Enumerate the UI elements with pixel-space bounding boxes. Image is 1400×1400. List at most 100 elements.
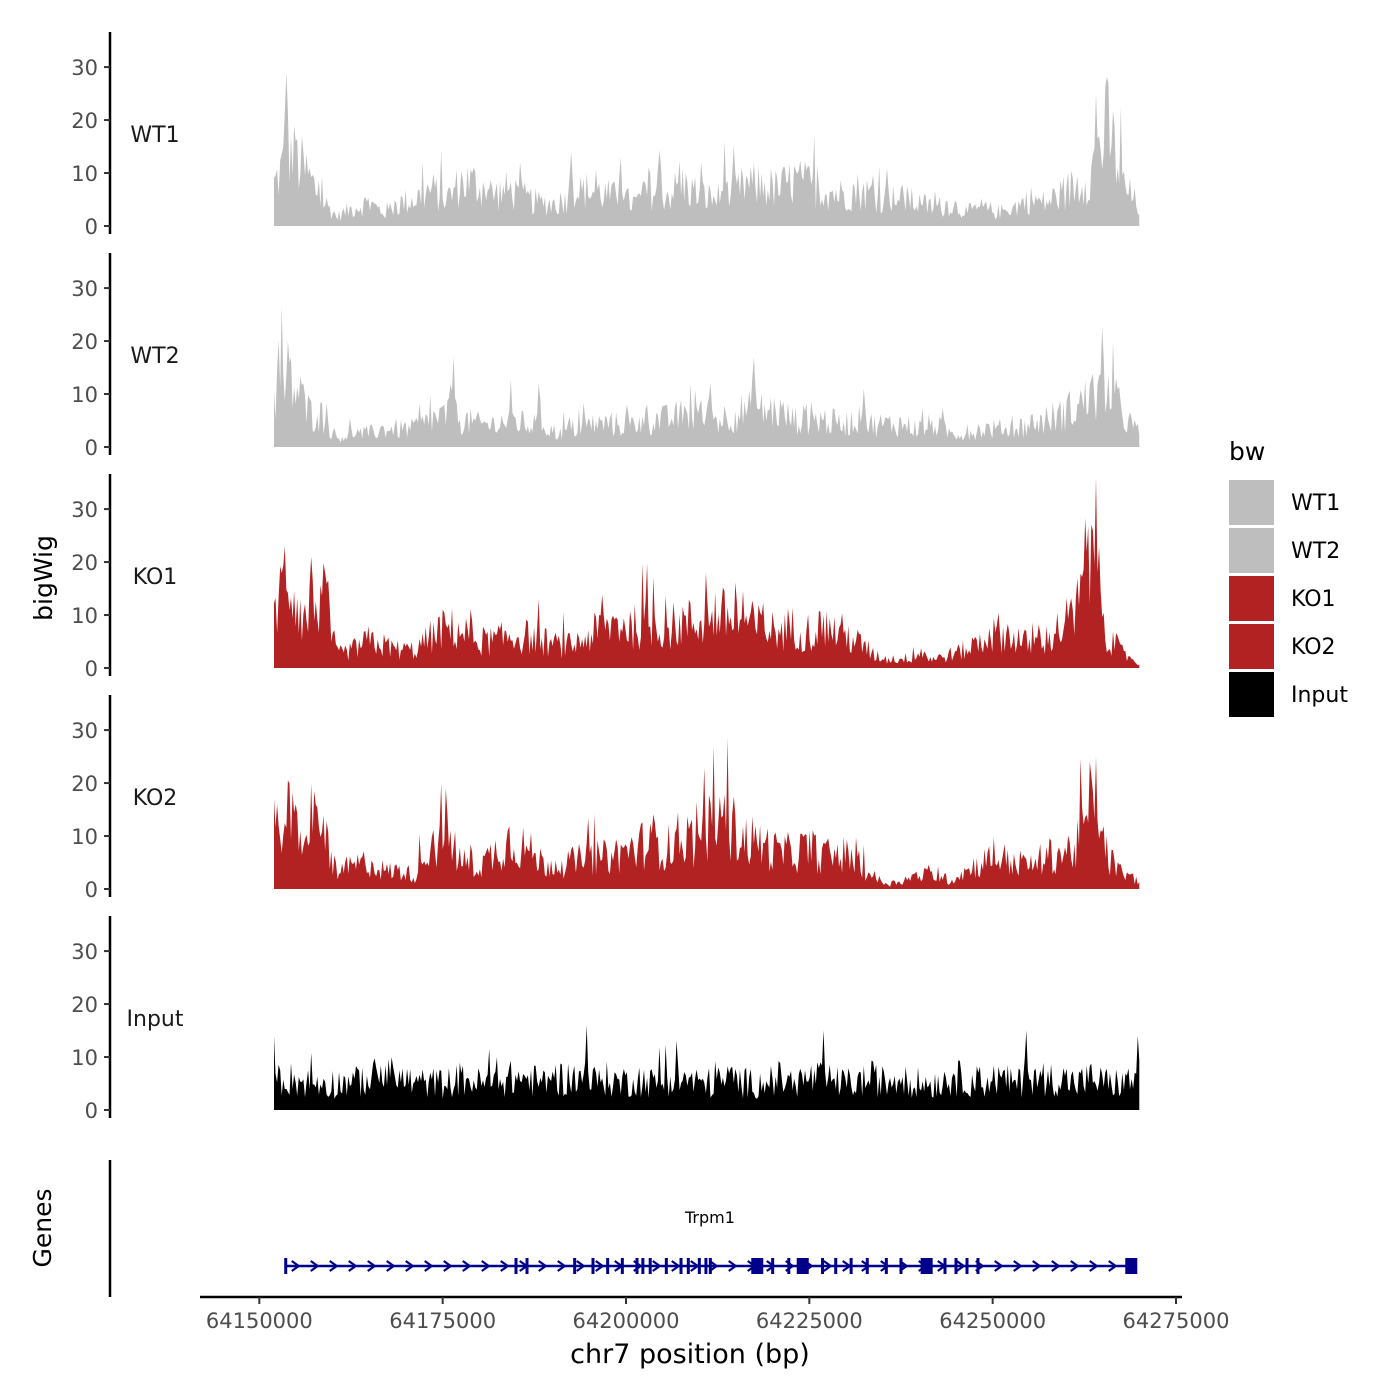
y-tick-label: 20 (71, 772, 98, 796)
gene-exon-block (796, 1258, 809, 1274)
strand-arrow (310, 1260, 320, 1272)
gene-exon (943, 1258, 947, 1274)
y-tick-label: 20 (71, 330, 98, 354)
y-axis-label: bigWig (29, 535, 58, 621)
strand-arrow (1070, 1260, 1080, 1272)
strand-arrow (500, 1260, 510, 1272)
x-tick-label: 64175000 (389, 1309, 496, 1333)
y-tick-label: 0 (85, 436, 98, 460)
gene-exon (849, 1258, 853, 1274)
gene-exon (954, 1258, 958, 1274)
legend-label-ko2: KO2 (1291, 635, 1336, 660)
gene-exon (697, 1258, 701, 1274)
strand-arrow (1032, 1260, 1042, 1272)
gene-exon (514, 1258, 518, 1274)
strand-arrow (956, 1260, 966, 1272)
y-tick-label: 0 (85, 657, 98, 681)
legend-label-wt1: WT1 (1291, 491, 1340, 516)
legend-swatch-ko1 (1229, 576, 1274, 621)
panel-label-ko2: KO2 (133, 786, 178, 811)
gene-exon (641, 1258, 645, 1274)
gene-exon (821, 1258, 825, 1274)
strand-arrow (595, 1260, 605, 1272)
gene-exon (525, 1258, 529, 1274)
panel-ko1: 0 10 20 30 KO1 (71, 474, 1140, 681)
gene-exon-block (751, 1258, 764, 1274)
gene-exon-block (1125, 1258, 1138, 1274)
panel-input: 0 10 20 30 Input (71, 916, 1140, 1123)
strand-arrow (576, 1260, 586, 1272)
gene-exon (865, 1258, 869, 1274)
gene-exon (965, 1258, 969, 1274)
strand-arrow (424, 1260, 434, 1272)
strand-arrow (1051, 1260, 1061, 1272)
gene-exon (884, 1258, 888, 1274)
panel-label-input: Input (127, 1007, 184, 1032)
legend-title: bw (1229, 437, 1265, 466)
y-tick-label: 0 (85, 215, 98, 239)
strand-arrow (291, 1260, 301, 1272)
strand-arrow (538, 1260, 548, 1272)
legend-swatch-wt2 (1229, 528, 1274, 573)
strand-arrow (1013, 1260, 1023, 1272)
gene-exon-block (920, 1258, 933, 1274)
y-tick-label: 20 (71, 993, 98, 1017)
y-tick-label: 10 (71, 162, 98, 186)
y-tick-label: 10 (71, 604, 98, 628)
coverage-area-wt2 (274, 306, 1140, 447)
x-axis: 64150000 64175000 64200000 64225000 64250000… (200, 1295, 1230, 1333)
coverage-panels: 0 10 20 30 WT1 0 10 20 30 WT2 0 10 20 30 KO1 0 10 20 30 KO2… (71, 32, 1140, 1123)
panel-wt2: 0 10 20 30 WT2 (71, 253, 1140, 460)
gene-exon (284, 1258, 288, 1274)
x-tick-label: 64150000 (206, 1309, 313, 1333)
strand-arrow (386, 1260, 396, 1272)
legend-swatch-ko2 (1229, 624, 1274, 669)
strand-arrow (652, 1260, 662, 1272)
strand-arrow (367, 1260, 377, 1272)
gene-exon (664, 1258, 668, 1274)
gene-exon (686, 1258, 690, 1274)
y-tick-label: 20 (71, 109, 98, 133)
genes-track: Genes Trpm1 (28, 1160, 1138, 1297)
panel-wt1: 0 10 20 30 WT1 (71, 32, 1140, 239)
strand-arrow (557, 1260, 567, 1272)
genes-track-label: Genes (28, 1188, 57, 1267)
legend-label-input: Input (1291, 683, 1348, 708)
coverage-area-input (274, 1025, 1140, 1110)
strand-arrow (481, 1260, 491, 1272)
x-axis-label: chr7 position (bp) (570, 1339, 810, 1370)
y-tick-label: 10 (71, 1046, 98, 1070)
strand-arrow (329, 1260, 339, 1272)
panel-label-ko1: KO1 (133, 565, 178, 590)
panel-ko2: 0 10 20 30 KO2 (71, 695, 1140, 902)
gene-exon (708, 1258, 712, 1274)
y-tick-label: 30 (71, 56, 98, 80)
gene-exon (648, 1258, 652, 1274)
y-tick-label: 20 (71, 551, 98, 575)
gene-name-label: Trpm1 (684, 1208, 735, 1227)
y-tick-label: 0 (85, 1099, 98, 1123)
x-tick-label: 64225000 (756, 1309, 863, 1333)
strand-arrow (671, 1260, 681, 1272)
gene-exon (679, 1258, 683, 1274)
strand-arrow (1089, 1260, 1099, 1272)
gene-exon (899, 1258, 903, 1274)
x-tick-label: 64275000 (1123, 1309, 1230, 1333)
y-tick-label: 0 (85, 878, 98, 902)
strand-arrow (690, 1260, 700, 1272)
legend-swatch-input (1229, 672, 1274, 717)
panel-label-wt2: WT2 (130, 344, 179, 369)
x-tick-label: 64250000 (939, 1309, 1046, 1333)
y-tick-label: 10 (71, 825, 98, 849)
strand-arrow (1108, 1260, 1118, 1272)
strand-arrow (462, 1260, 472, 1272)
strand-arrow (405, 1260, 415, 1272)
strand-arrow (823, 1260, 833, 1272)
strand-arrow (994, 1260, 1004, 1272)
legend: bw WT1 WT2 KO1 KO2 Input (1229, 437, 1348, 717)
gene-exon (834, 1258, 838, 1274)
legend-label-wt2: WT2 (1291, 539, 1340, 564)
gene-exon (635, 1258, 639, 1274)
y-tick-label: 10 (71, 383, 98, 407)
